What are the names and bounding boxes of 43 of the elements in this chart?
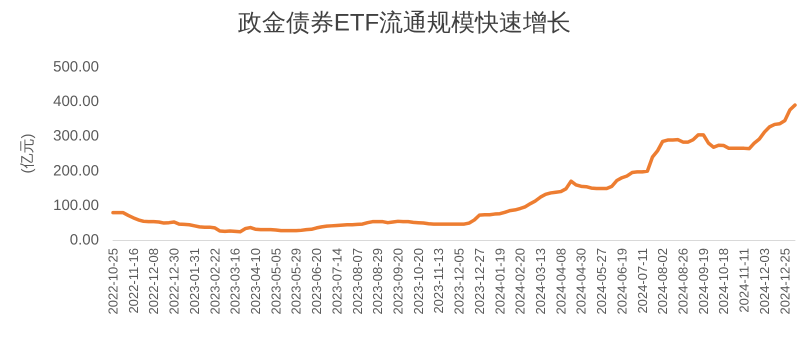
x-tick-label: 2023-05-05 xyxy=(268,248,284,314)
x-tick-label: 2024-11-11 xyxy=(736,248,752,313)
x-tick-label: 2022-10-25 xyxy=(106,248,120,314)
x-tick-label: 2024-08-02 xyxy=(655,248,670,314)
x-tick-label: 2024-04-30 xyxy=(574,248,589,314)
x-tick-label: 2023-02-22 xyxy=(207,248,222,314)
x-tick-label: 2023-05-29 xyxy=(288,248,304,314)
x-tick-label: 2024-12-03 xyxy=(756,248,772,314)
x-tick-label: 2024-07-11 xyxy=(634,248,650,314)
y-tick-label: 0.00 xyxy=(70,232,99,248)
y-tick-label: 200.00 xyxy=(53,162,99,180)
x-tick-label: 2024-04-08 xyxy=(553,248,568,314)
x-tick-label: 2023-06-20 xyxy=(309,248,324,314)
x-tick-label: 2023-08-07 xyxy=(350,248,365,314)
x-tick-label: 2023-03-16 xyxy=(228,248,243,314)
x-tick-label: 2024-05-27 xyxy=(594,248,610,314)
y-tick-label: 400.00 xyxy=(53,93,99,110)
chart-title: 政金债券ETF流通规模快速增长 xyxy=(238,10,572,36)
y-axis-title: (亿元) xyxy=(19,134,36,174)
x-tick-label: 2023-10-20 xyxy=(410,248,426,314)
y-tick-label: 300.00 xyxy=(53,128,99,145)
x-tick-label: 2024-06-19 xyxy=(614,248,630,314)
x-tick-label: 2022-11-16 xyxy=(126,248,141,314)
x-tick-label: 2023-04-10 xyxy=(248,248,264,314)
x-tick-label: 2023-12-05 xyxy=(452,248,467,314)
y-tick-label: 100.00 xyxy=(53,196,99,214)
x-tick-label: 2024-10-18 xyxy=(716,248,732,314)
x-tick-label: 2024-08-26 xyxy=(676,248,691,314)
x-tick-label: 2024-02-20 xyxy=(512,248,528,314)
line-series xyxy=(111,103,797,234)
x-tick-label: 2022-12-30 xyxy=(166,248,182,314)
x-tick-label: 2023-11-13 xyxy=(431,248,446,314)
x-tick-label: 2023-07-14 xyxy=(329,248,344,314)
x-tick-label: 2024-03-13 xyxy=(533,248,548,314)
x-tick-label: 2023-09-20 xyxy=(390,248,406,314)
x-tick-label: 2023-01-31 xyxy=(186,248,202,314)
x-tick-label: 2024-01-19 xyxy=(492,248,508,314)
x-tick-label: 2023-12-27 xyxy=(472,248,487,314)
x-tick-label: 2023-08-29 xyxy=(370,248,386,314)
x-tick-label: 2024-09-19 xyxy=(696,248,711,314)
y-tick-label: 500.00 xyxy=(53,58,99,76)
x-tick-label: 2024-12-25 xyxy=(777,248,792,314)
x-tick-label: 2022-12-08 xyxy=(146,248,162,314)
